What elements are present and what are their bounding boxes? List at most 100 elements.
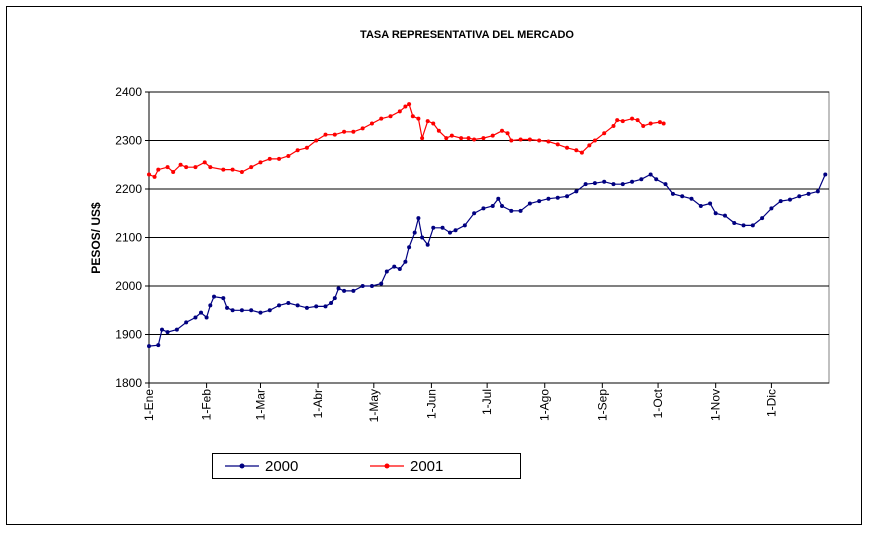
point bbox=[797, 194, 802, 199]
point bbox=[204, 315, 209, 320]
point bbox=[587, 143, 592, 148]
point bbox=[295, 303, 300, 308]
y-tick-label: 2100 bbox=[115, 231, 142, 245]
point bbox=[565, 145, 570, 150]
point bbox=[258, 160, 263, 165]
point bbox=[277, 156, 282, 161]
point bbox=[392, 264, 397, 269]
x-tick-label: 1-Dic bbox=[764, 389, 778, 417]
point bbox=[184, 320, 189, 325]
point bbox=[165, 330, 170, 335]
point bbox=[680, 194, 685, 199]
x-tick-label: 1-May bbox=[367, 389, 381, 422]
legend-label: 2001 bbox=[410, 458, 443, 475]
point bbox=[431, 121, 436, 126]
point bbox=[351, 288, 356, 293]
point bbox=[410, 114, 415, 119]
x-tick-label: 1-Nov bbox=[709, 389, 723, 421]
point bbox=[602, 131, 607, 136]
point bbox=[555, 195, 560, 200]
point bbox=[815, 189, 820, 194]
point bbox=[407, 102, 412, 107]
point bbox=[152, 174, 157, 179]
x-tick-label: 1-Ene bbox=[142, 389, 156, 421]
point bbox=[277, 303, 282, 308]
point bbox=[160, 327, 165, 332]
point bbox=[574, 148, 579, 153]
point bbox=[208, 303, 213, 308]
point bbox=[657, 120, 662, 125]
point bbox=[481, 206, 486, 211]
x-tick-label: 1-Sep bbox=[595, 389, 609, 421]
x-tick-label: 1-Abr bbox=[311, 389, 325, 418]
point bbox=[500, 128, 505, 133]
point bbox=[332, 132, 337, 137]
point bbox=[323, 132, 328, 137]
x-tick-label: 1-Ago bbox=[538, 389, 552, 421]
point bbox=[379, 116, 384, 121]
point bbox=[351, 129, 356, 134]
point bbox=[212, 294, 217, 299]
point bbox=[670, 191, 675, 196]
point bbox=[329, 300, 334, 305]
point bbox=[249, 308, 254, 313]
point bbox=[537, 138, 542, 143]
point bbox=[323, 304, 328, 309]
chart-title: TASA REPRESENTATIVA DEL MERCADO bbox=[360, 29, 574, 41]
point bbox=[555, 142, 560, 147]
y-tick-label: 2300 bbox=[115, 134, 142, 148]
point bbox=[602, 179, 607, 184]
point bbox=[462, 223, 467, 228]
point bbox=[472, 137, 477, 142]
point bbox=[472, 211, 477, 216]
point bbox=[459, 136, 464, 141]
point bbox=[342, 288, 347, 293]
point bbox=[202, 160, 207, 165]
point bbox=[527, 201, 532, 206]
point bbox=[379, 281, 384, 286]
point bbox=[314, 304, 319, 309]
point bbox=[416, 116, 421, 121]
point bbox=[425, 242, 430, 247]
point bbox=[615, 118, 620, 123]
y-tick-label: 2200 bbox=[115, 182, 142, 196]
point bbox=[239, 308, 244, 313]
point bbox=[258, 310, 263, 315]
point bbox=[174, 327, 179, 332]
point bbox=[420, 235, 425, 240]
point bbox=[778, 199, 783, 204]
point bbox=[171, 170, 176, 175]
point bbox=[230, 167, 235, 172]
point bbox=[823, 172, 828, 177]
legend-marker bbox=[239, 463, 245, 469]
point bbox=[611, 123, 616, 128]
point bbox=[713, 211, 718, 216]
point bbox=[225, 305, 230, 310]
point bbox=[165, 165, 170, 170]
point bbox=[630, 116, 635, 121]
point bbox=[592, 138, 597, 143]
point bbox=[641, 123, 646, 128]
point bbox=[661, 121, 666, 126]
point bbox=[620, 119, 625, 124]
point bbox=[583, 182, 588, 187]
point bbox=[436, 128, 441, 133]
point bbox=[332, 296, 337, 301]
x-tick-label: 1-Feb bbox=[200, 389, 214, 421]
legend-marker bbox=[384, 463, 390, 469]
point bbox=[369, 121, 374, 126]
point bbox=[509, 208, 514, 213]
point bbox=[440, 225, 445, 230]
point bbox=[314, 138, 319, 143]
point bbox=[518, 208, 523, 213]
x-tick-label: 1-Oct bbox=[651, 388, 665, 418]
point bbox=[769, 206, 774, 211]
y-axis-label: PESOS/ US$ bbox=[89, 202, 103, 274]
point bbox=[689, 196, 694, 201]
point bbox=[384, 269, 389, 274]
point bbox=[360, 126, 365, 131]
point bbox=[388, 114, 393, 119]
point bbox=[267, 308, 272, 313]
point bbox=[199, 310, 204, 315]
point bbox=[546, 139, 551, 144]
